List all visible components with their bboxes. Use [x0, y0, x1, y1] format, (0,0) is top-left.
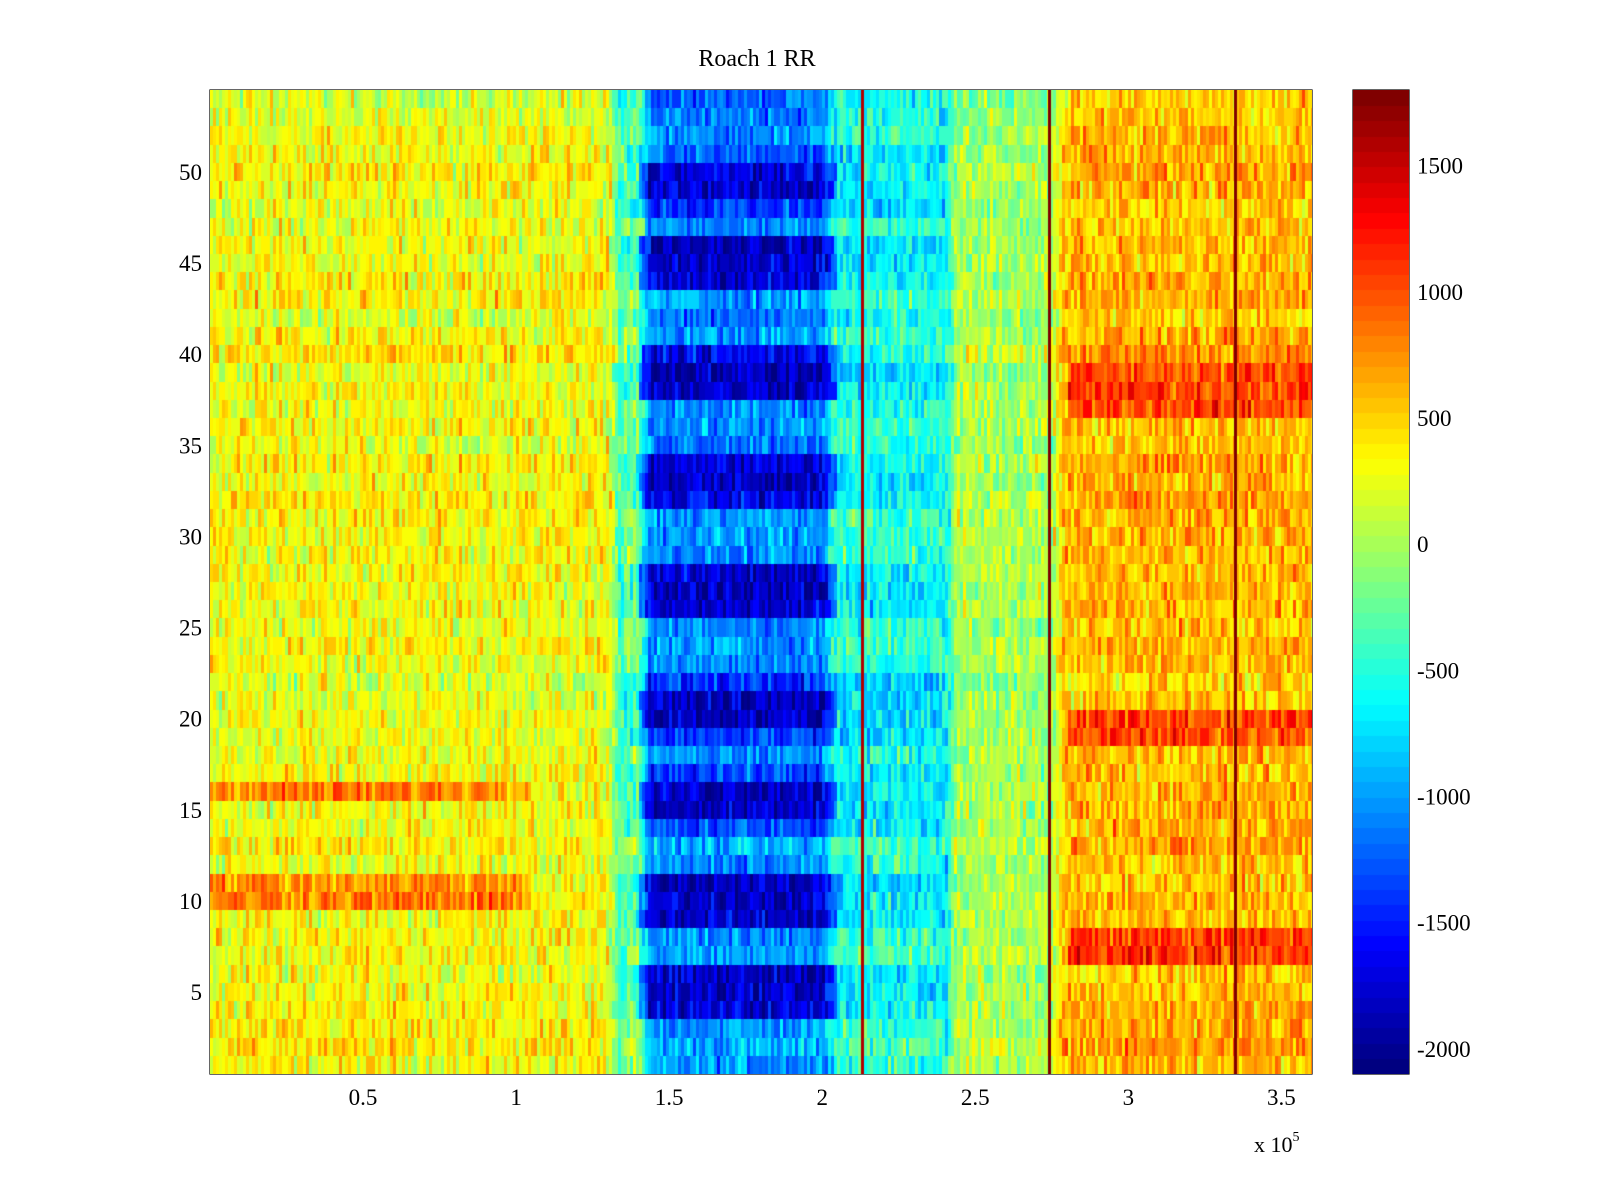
y-axis: 5 10 15 20 25 30 35 40 45 50	[179, 160, 1312, 1005]
colorbar-canvas	[1353, 90, 1409, 1074]
y-tick-label: 40	[179, 342, 202, 367]
x-tick-label: 0.5	[349, 1085, 378, 1110]
colorbar-axis: -2000 -1500 -1000 -500 0 500 1000 1500	[1353, 154, 1471, 1062]
heatmap-canvas	[210, 90, 1312, 1074]
colorbar-tick-label: 500	[1417, 406, 1452, 431]
colorbar-tick-label: -2000	[1417, 1037, 1471, 1062]
y-tick-label: 30	[179, 524, 202, 549]
colorbar-tick-label: -1500	[1417, 911, 1471, 936]
x-tick-label: 2	[816, 1085, 828, 1110]
y-tick-label: 35	[179, 433, 202, 458]
x-exponent-power: 5	[1293, 1130, 1300, 1145]
y-tick-label: 10	[179, 889, 202, 914]
colorbar-tick-label: 1500	[1417, 154, 1463, 179]
x-exponent-base: x 10	[1254, 1132, 1293, 1157]
x-tick-label: 1.5	[655, 1085, 684, 1110]
y-tick-label: 15	[179, 798, 202, 823]
colorbar-tick-label: 1000	[1417, 280, 1463, 305]
x-tick-label: 3	[1123, 1085, 1135, 1110]
colorbar-tick-label: 0	[1417, 532, 1429, 557]
x-exponent-label: x 105	[1254, 1130, 1300, 1157]
y-tick-label: 5	[191, 980, 203, 1005]
colorbar-tick-label: -500	[1417, 658, 1459, 683]
x-tick-label: 3.5	[1267, 1085, 1296, 1110]
y-tick-label: 45	[179, 251, 202, 276]
y-tick-label: 20	[179, 707, 202, 732]
x-tick-label: 2.5	[961, 1085, 990, 1110]
chart-title: Roach 1 RR	[698, 46, 815, 72]
colorbar-tick-label: -1000	[1417, 784, 1471, 809]
x-tick-label: 1	[510, 1085, 522, 1110]
y-tick-label: 50	[179, 160, 202, 185]
y-tick-label: 25	[179, 616, 202, 641]
